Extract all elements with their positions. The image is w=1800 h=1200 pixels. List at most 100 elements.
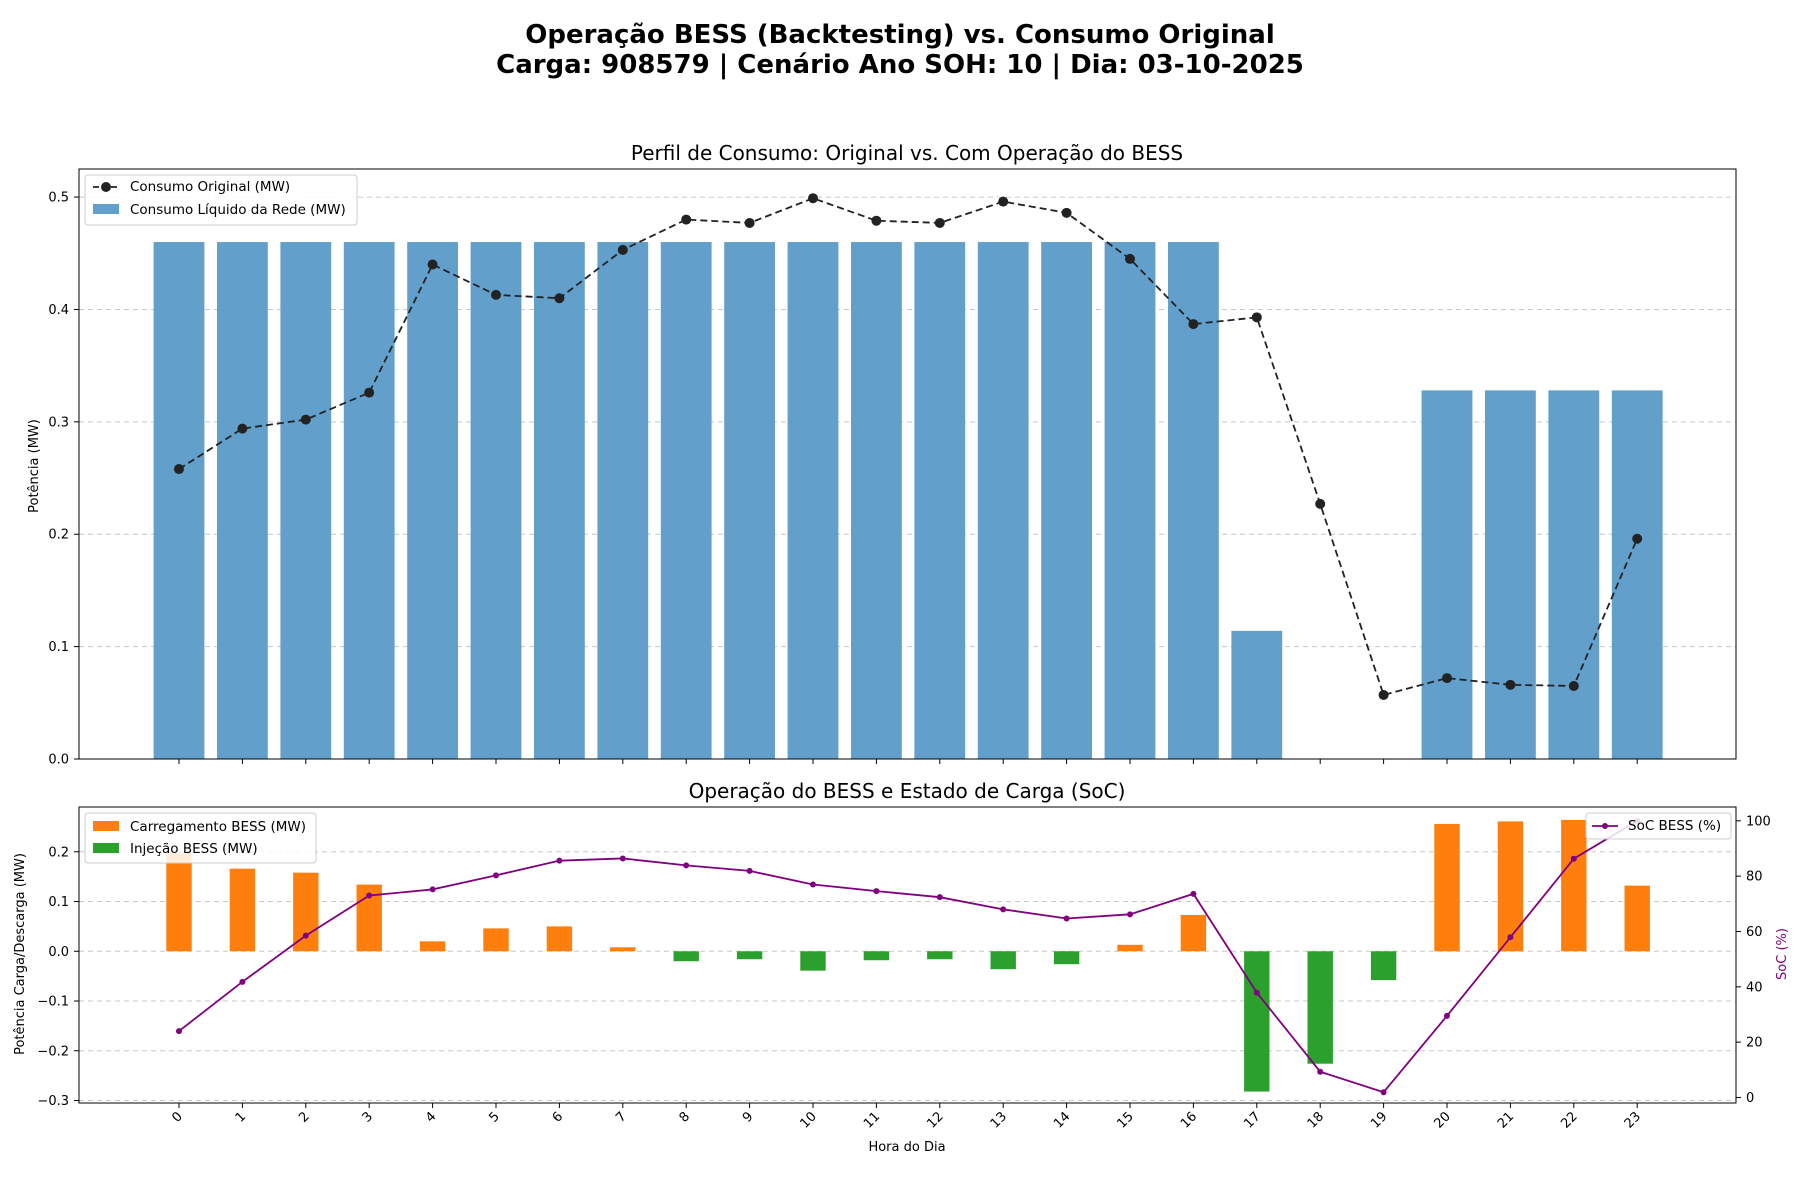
xtick-label: 6 bbox=[550, 1109, 566, 1125]
charging-bar bbox=[546, 926, 573, 952]
soc-point bbox=[176, 1028, 182, 1035]
figure-title-line1: Operação BESS (Backtesting) vs. Consumo … bbox=[525, 20, 1275, 50]
xtick-label: 22 bbox=[1558, 1109, 1580, 1131]
original-consumption-point bbox=[808, 193, 818, 204]
net-consumption-bar bbox=[1231, 630, 1283, 759]
charging-bar bbox=[1624, 885, 1650, 952]
net-consumption-bar bbox=[851, 242, 902, 760]
bottom-ytick-label: −0.1 bbox=[37, 995, 69, 1010]
charging-bar bbox=[1561, 819, 1587, 952]
xtick-label: 13 bbox=[988, 1109, 1010, 1131]
original-consumption-point bbox=[364, 387, 375, 398]
net-consumption-bar bbox=[977, 242, 1029, 760]
injection-bar bbox=[1244, 951, 1270, 1092]
net-consumption-bar bbox=[153, 242, 205, 760]
soc-point bbox=[1570, 855, 1577, 862]
original-consumption-point bbox=[1505, 679, 1516, 690]
soc-point bbox=[1507, 934, 1514, 941]
injection-bar bbox=[673, 951, 699, 962]
net-consumption-bar bbox=[597, 242, 649, 760]
original-consumption-point bbox=[871, 215, 882, 226]
original-consumption-point bbox=[998, 196, 1009, 207]
xtick-label: 2 bbox=[296, 1109, 312, 1125]
top-legend: Consumo Original (MW) Consumo Líquido da… bbox=[84, 174, 358, 226]
net-consumption-bar bbox=[1041, 242, 1092, 760]
soc-point bbox=[1317, 1068, 1324, 1075]
legend-injecao: Injeção BESS (MW) bbox=[130, 841, 258, 857]
net-consumption-bar bbox=[470, 242, 522, 760]
charging-bar bbox=[419, 941, 446, 952]
xtick-label: 14 bbox=[1051, 1109, 1073, 1131]
charging-bar bbox=[1180, 914, 1207, 952]
net-consumption-bar bbox=[660, 242, 712, 760]
net-consumption-bar bbox=[1421, 390, 1473, 759]
soc-point bbox=[1190, 890, 1197, 897]
charging-bar bbox=[293, 872, 319, 952]
xtick-label: 21 bbox=[1495, 1109, 1517, 1131]
injection-bar bbox=[927, 951, 953, 960]
original-consumption-point bbox=[744, 217, 755, 228]
xtick-label: 17 bbox=[1241, 1109, 1263, 1131]
soc-point bbox=[873, 888, 880, 895]
right-ytick-label: 20 bbox=[1746, 1036, 1763, 1051]
xtick-label: 8 bbox=[677, 1109, 693, 1125]
right-ytick-label: 40 bbox=[1746, 980, 1763, 995]
original-consumption-point bbox=[300, 414, 311, 425]
bottom-chart-title: Operação do BESS e Estado de Carga (SoC) bbox=[689, 779, 1126, 803]
original-consumption-point bbox=[1251, 312, 1262, 323]
soc-line bbox=[178, 820, 1638, 1094]
injection-bar bbox=[1370, 951, 1397, 981]
original-consumption-point bbox=[1568, 680, 1579, 691]
original-consumption-point bbox=[1378, 689, 1389, 700]
net-consumption-bar bbox=[724, 242, 775, 760]
soc-point bbox=[1253, 989, 1260, 996]
bottom-ytick-label: 0.2 bbox=[48, 845, 69, 860]
injection-bar bbox=[1307, 951, 1333, 1064]
soc-point bbox=[936, 894, 943, 901]
xtick-label: 12 bbox=[924, 1109, 946, 1131]
xtick-label: 0 bbox=[169, 1109, 185, 1125]
soc-point bbox=[810, 881, 816, 888]
top-ytick-label: 0.4 bbox=[48, 303, 69, 318]
xtick-label: 16 bbox=[1178, 1109, 1200, 1131]
original-consumption-point bbox=[617, 244, 628, 255]
original-consumption-point bbox=[174, 464, 184, 475]
net-consumption-bar bbox=[1485, 390, 1536, 759]
injection-bar bbox=[863, 951, 890, 961]
original-consumption-point bbox=[427, 259, 438, 270]
original-consumption-point bbox=[1061, 207, 1072, 218]
bottom-right-legend: SoC BESS (%) bbox=[1585, 812, 1732, 840]
charging-bar bbox=[1434, 823, 1460, 952]
net-consumption-bar bbox=[1611, 390, 1663, 759]
soc-point bbox=[683, 862, 690, 869]
right-ytick-label: 60 bbox=[1746, 925, 1763, 940]
xtick-label: 15 bbox=[1115, 1109, 1137, 1131]
bottom-ytick-label: 0.0 bbox=[48, 945, 69, 960]
soc-point bbox=[429, 886, 436, 893]
consumption-profile-chart: Perfil de Consumo: Original vs. Com Oper… bbox=[27, 141, 1737, 768]
top-ytick-label: 0.1 bbox=[48, 640, 69, 655]
top-ytick-label: 0.5 bbox=[48, 191, 69, 206]
net-consumption-bar bbox=[1104, 242, 1156, 760]
charging-bar bbox=[610, 947, 636, 952]
soc-point bbox=[493, 872, 499, 879]
soc-point bbox=[619, 855, 626, 862]
net-consumption-bar bbox=[914, 242, 966, 760]
charging-bar bbox=[1497, 821, 1524, 952]
soc-point bbox=[1000, 906, 1007, 913]
soc-point bbox=[556, 857, 563, 864]
right-ytick-label: 100 bbox=[1746, 814, 1771, 829]
soc-point bbox=[746, 867, 753, 874]
soc-point bbox=[1127, 911, 1133, 918]
bess-operation-chart: Operação do BESS e Estado de Carga (SoC)… bbox=[13, 779, 1790, 1155]
charging-bar bbox=[166, 852, 192, 952]
original-consumption-point bbox=[1442, 673, 1452, 684]
original-consumption-point bbox=[1315, 498, 1326, 509]
original-consumption-point bbox=[491, 289, 501, 300]
net-consumption-bar bbox=[787, 242, 839, 760]
xtick-label: 9 bbox=[740, 1109, 756, 1125]
bottom-ytick-label: −0.2 bbox=[37, 1044, 69, 1059]
top-chart-title: Perfil de Consumo: Original vs. Com Oper… bbox=[631, 141, 1183, 165]
bottom-plot-frame bbox=[78, 806, 1737, 1104]
